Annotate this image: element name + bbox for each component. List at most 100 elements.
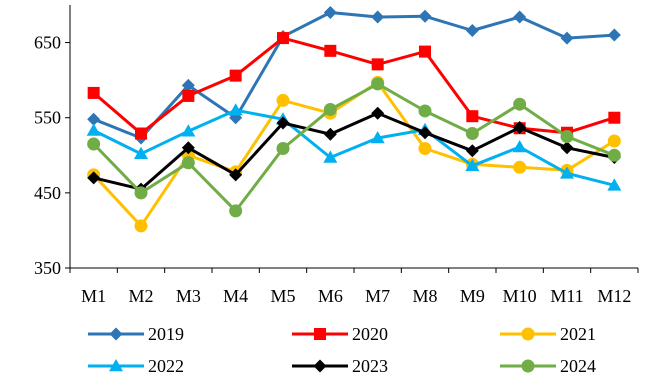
data-point-2019 xyxy=(513,10,527,24)
series-2020 xyxy=(87,32,621,140)
data-point-2024 xyxy=(229,204,243,218)
series-line-2022 xyxy=(93,108,615,187)
data-point-2021 xyxy=(607,134,621,148)
data-point-2023 xyxy=(418,126,432,140)
data-point-2024 xyxy=(276,142,290,156)
data-point-2024 xyxy=(87,137,101,151)
data-point-2022 xyxy=(465,158,480,172)
data-point-2023 xyxy=(276,116,290,130)
data-point-2022 xyxy=(134,146,148,160)
data-point-2024 xyxy=(418,104,432,118)
x-tick-label: M1 xyxy=(81,286,106,306)
series-2024 xyxy=(87,77,621,218)
legend-item-2023: 2023 xyxy=(292,356,388,376)
x-tick-label: M5 xyxy=(270,286,295,306)
data-point-2020 xyxy=(229,69,242,82)
data-point-2020 xyxy=(135,127,147,140)
legend-item-2020: 2020 xyxy=(292,324,388,344)
x-axis-ticks: M1 M2 M3 M4 M5 M6 M7 M8 M9 M10 M11 M12 xyxy=(69,268,639,306)
data-point-2020 xyxy=(608,111,621,124)
data-point-2020 xyxy=(324,44,337,57)
data-point-2023 xyxy=(181,141,195,155)
x-tick-label: M10 xyxy=(503,286,537,306)
data-point-2023 xyxy=(465,144,479,158)
data-point-2024 xyxy=(181,156,195,170)
data-point-2019 xyxy=(323,6,337,20)
y-tick-label: 350 xyxy=(34,258,61,278)
data-point-2020 xyxy=(466,110,479,123)
legend-marker xyxy=(109,327,123,341)
x-tick-label: M11 xyxy=(550,286,583,306)
data-point-2022 xyxy=(370,131,385,144)
data-point-2019 xyxy=(418,9,432,23)
data-point-2019 xyxy=(181,78,195,92)
x-tick-label: M7 xyxy=(365,286,390,306)
axes xyxy=(69,5,638,269)
series-line-2020 xyxy=(92,36,615,135)
data-point-2024 xyxy=(323,102,337,116)
series-line-2023 xyxy=(93,111,615,191)
legend-item-2021: 2021 xyxy=(500,324,596,344)
data-point-2023 xyxy=(371,106,385,120)
x-tick-label: M3 xyxy=(176,286,201,306)
x-tick-label: M6 xyxy=(318,286,343,306)
data-point-2023 xyxy=(87,171,101,185)
data-point-2024 xyxy=(560,130,574,143)
data-point-2022 xyxy=(512,140,527,153)
data-point-2022 xyxy=(181,124,196,137)
data-point-2019 xyxy=(465,24,479,38)
x-tick-label: M4 xyxy=(223,286,248,306)
data-point-2020 xyxy=(371,58,384,71)
data-point-2024 xyxy=(607,148,621,162)
data-point-2022 xyxy=(607,178,622,191)
y-axis-ticks: 350 450 550 650 xyxy=(34,33,70,278)
y-tick-label: 450 xyxy=(34,183,61,203)
x-tick-label: M12 xyxy=(597,286,631,306)
legend-label: 2019 xyxy=(148,324,184,344)
data-point-2020 xyxy=(419,45,431,58)
data-point-2024 xyxy=(465,126,479,140)
data-point-2023 xyxy=(323,127,337,141)
data-point-2020 xyxy=(277,32,289,45)
data-point-2019 xyxy=(371,10,385,24)
series-layer xyxy=(86,6,622,233)
data-point-2022 xyxy=(560,166,574,179)
x-tick-label: M2 xyxy=(128,286,153,306)
data-point-2024 xyxy=(513,97,527,111)
y-tick-label: 650 xyxy=(34,33,61,53)
data-point-2024 xyxy=(134,186,148,200)
legend-label: 2022 xyxy=(148,356,184,376)
x-tick-label: M9 xyxy=(460,286,485,306)
data-point-2019 xyxy=(87,112,101,126)
data-point-2022 xyxy=(86,123,101,136)
data-point-2023 xyxy=(513,120,527,134)
data-point-2019 xyxy=(560,31,574,45)
data-point-2022 xyxy=(228,103,243,116)
legend-marker xyxy=(521,327,535,341)
data-point-2019 xyxy=(607,28,621,42)
data-point-2022 xyxy=(323,150,338,163)
legend-item-2019: 2019 xyxy=(88,324,184,344)
legend-label: 2024 xyxy=(560,356,596,376)
legend-label: 2023 xyxy=(352,356,388,376)
y-tick-label: 550 xyxy=(34,108,61,128)
series-line-2024 xyxy=(92,82,615,213)
x-tick-label: M8 xyxy=(412,286,437,306)
data-point-2021 xyxy=(418,142,432,156)
data-point-2023 xyxy=(229,168,243,182)
data-point-2024 xyxy=(371,77,385,91)
data-point-2020 xyxy=(87,86,100,99)
series-2023 xyxy=(87,106,621,196)
legend-marker xyxy=(313,359,327,373)
data-point-2021 xyxy=(276,93,290,107)
data-point-2021 xyxy=(134,219,148,233)
legend-item-2022: 2022 xyxy=(88,356,184,376)
legend: 2019 2020 2021 2022 2023 2024 xyxy=(88,324,596,376)
data-point-2023 xyxy=(560,141,574,155)
series-line-2019 xyxy=(93,11,615,140)
legend-label: 2021 xyxy=(560,324,596,344)
legend-marker xyxy=(314,328,326,340)
data-point-2020 xyxy=(182,89,195,102)
legend-item-2024: 2024 xyxy=(500,356,596,376)
